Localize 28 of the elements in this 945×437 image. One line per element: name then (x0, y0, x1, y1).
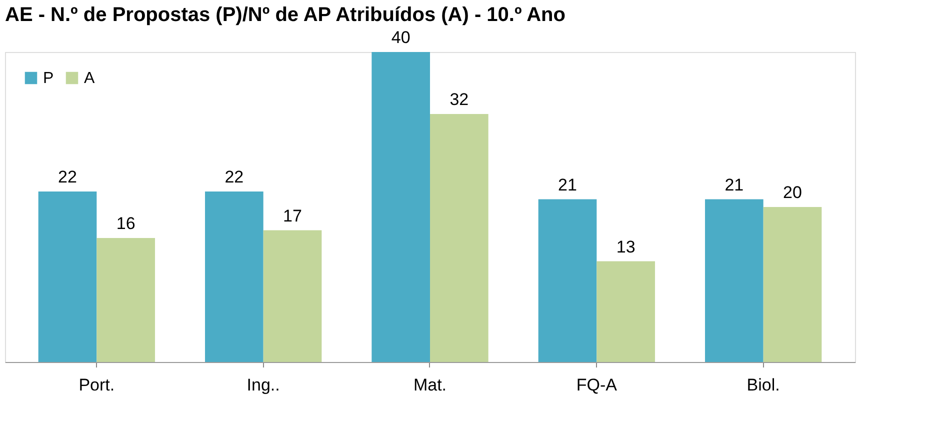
data-label: 40 (391, 28, 410, 47)
data-label: 16 (116, 214, 136, 233)
x-tick-label: Mat. (413, 376, 447, 394)
legend-label: P (43, 70, 54, 87)
x-tick-label: Ing.. (246, 376, 280, 394)
bar (430, 114, 488, 362)
data-label: 21 (558, 175, 577, 194)
bar (205, 192, 264, 362)
data-label: 20 (783, 183, 802, 202)
data-label: 17 (283, 206, 302, 226)
data-label: 22 (58, 168, 77, 186)
bar (372, 52, 430, 362)
bar (96, 238, 155, 362)
data-label: 21 (724, 175, 744, 194)
bar (705, 199, 764, 362)
legend-label: A (84, 70, 95, 87)
bar (538, 199, 597, 362)
data-label: 22 (224, 168, 244, 186)
x-tick-label: Biol. (746, 376, 780, 394)
bar (596, 261, 655, 362)
data-label: 13 (616, 237, 636, 256)
bar (38, 192, 97, 362)
x-tick-label: Port. (78, 376, 115, 394)
bar (763, 207, 822, 362)
bar (263, 230, 322, 362)
x-tick-label: FQ-A (576, 376, 618, 394)
data-label: 32 (450, 90, 469, 109)
chart-title: AE - N.º de Propostas (P)/Nº de AP Atribuídos (A) - 10.º Ano (5, 4, 566, 26)
